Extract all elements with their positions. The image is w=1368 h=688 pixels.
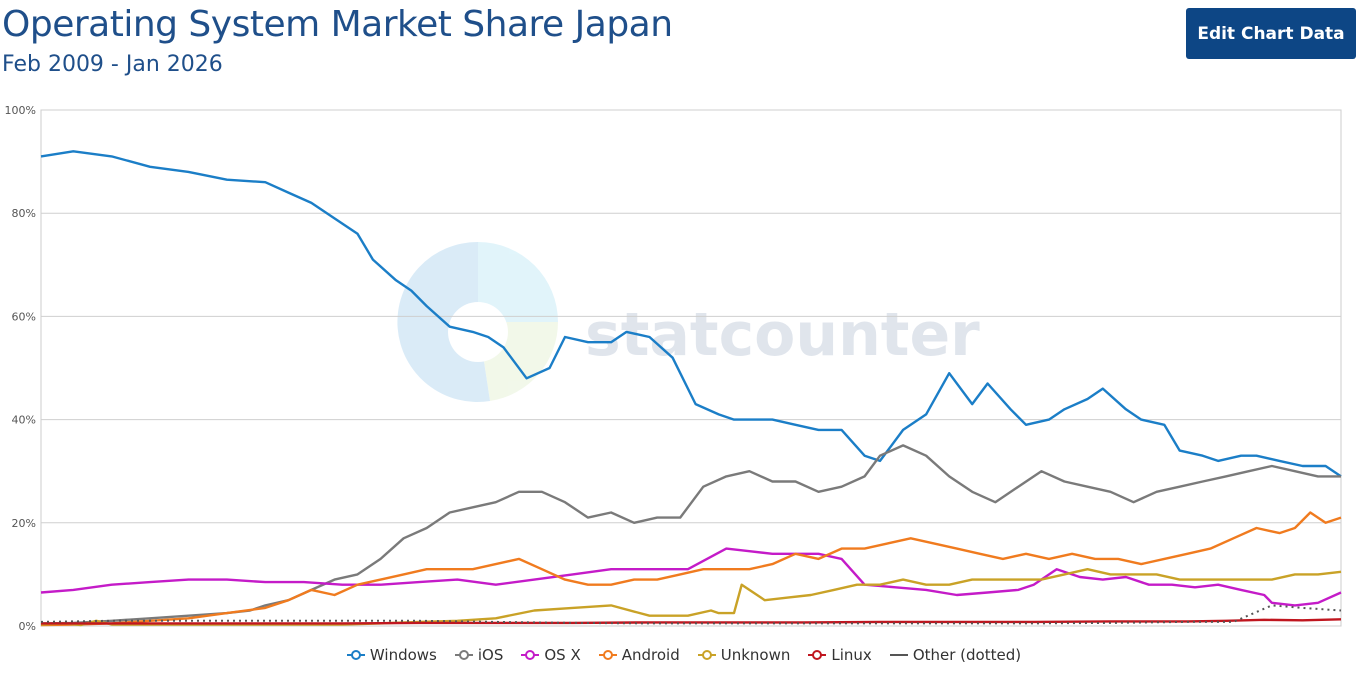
legend-symbol-icon [346,650,365,660]
page-title: Operating System Market Share Japan [2,4,673,45]
legend-item-windows[interactable]: Windows [346,646,437,664]
legend-symbol-icon [808,650,827,660]
legend-symbol-icon [598,650,617,660]
legend-symbol-icon [697,650,716,660]
statcounter-watermark: statcounter [397,241,980,402]
legend-label: Other (dotted) [912,646,1022,664]
y-tick-label: 20% [12,517,36,530]
legend-symbol-icon [521,650,540,660]
y-tick-label: 40% [12,414,36,427]
edit-chart-data-button[interactable]: Edit Chart Data [1186,8,1356,59]
chart-legend: Windows iOS OS X Android Unknown Linux Other (… [0,646,1368,664]
y-tick-label: 100% [5,104,36,117]
legend-item-unknown[interactable]: Unknown [697,646,791,664]
watermark-text: statcounter [585,300,980,370]
series-line-android [40,511,1342,627]
series-line-os-x [40,547,1342,607]
legend-label: Android [621,646,680,664]
legend-symbol-icon [889,654,908,656]
legend-item-ios[interactable]: iOS [454,646,504,664]
legend-label: Linux [831,646,872,664]
y-tick-label: 0% [19,620,36,633]
chart-series [40,150,1342,627]
series-line-windows [40,150,1342,478]
legend-item-other-dotted[interactable]: Other (dotted) [889,646,1022,664]
series-line-linux [41,618,1342,625]
line-chart: statcounter 0% 20% 40% 60% 80% 100% [5,104,1342,633]
legend-label: Unknown [720,646,791,664]
page-subtitle: Feb 2009 - Jan 2026 [2,52,223,77]
legend-symbol-icon [454,650,473,660]
y-tick-label: 80% [12,207,36,220]
series-line-ios [40,444,1341,625]
y-tick-label: 60% [12,310,36,323]
legend-item-linux[interactable]: Linux [808,646,872,664]
legend-item-os-x[interactable]: OS X [521,646,581,664]
legend-label: iOS [477,646,504,664]
y-axis-tick-labels: 0% 20% 40% 60% 80% 100% [5,104,36,633]
legend-label: OS X [544,646,581,664]
chart-grid [40,109,1342,627]
series-line-unknown [40,568,1342,627]
legend-item-android[interactable]: Android [598,646,680,664]
legend-label: Windows [369,646,437,664]
